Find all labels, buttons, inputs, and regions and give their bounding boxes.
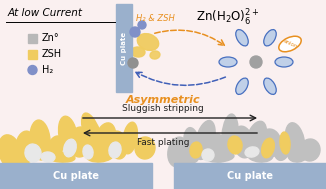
Bar xyxy=(28,33,37,43)
Ellipse shape xyxy=(236,78,248,94)
Circle shape xyxy=(250,56,262,68)
Ellipse shape xyxy=(69,127,91,157)
Ellipse shape xyxy=(83,145,93,159)
Text: Fast plating: Fast plating xyxy=(137,138,189,147)
Ellipse shape xyxy=(45,152,75,162)
Ellipse shape xyxy=(264,78,276,94)
Ellipse shape xyxy=(228,136,242,154)
Text: Zn°: Zn° xyxy=(42,33,60,43)
Circle shape xyxy=(128,58,138,68)
Ellipse shape xyxy=(168,137,188,167)
Ellipse shape xyxy=(109,142,121,158)
Ellipse shape xyxy=(247,148,273,162)
Ellipse shape xyxy=(0,135,22,169)
Ellipse shape xyxy=(137,34,159,50)
Text: Cu plate: Cu plate xyxy=(53,171,99,181)
Text: Cu plate: Cu plate xyxy=(227,171,273,181)
Ellipse shape xyxy=(233,126,253,158)
Text: Asymmetric: Asymmetric xyxy=(126,95,200,105)
Ellipse shape xyxy=(206,152,234,162)
Circle shape xyxy=(28,66,37,74)
Ellipse shape xyxy=(264,29,276,46)
Text: Sluggish stripping: Sluggish stripping xyxy=(122,104,204,113)
Bar xyxy=(116,4,132,92)
Ellipse shape xyxy=(245,121,266,155)
Ellipse shape xyxy=(219,57,237,67)
Ellipse shape xyxy=(30,120,50,160)
Ellipse shape xyxy=(207,134,229,162)
Ellipse shape xyxy=(82,113,102,153)
Ellipse shape xyxy=(94,123,116,157)
Ellipse shape xyxy=(259,129,281,157)
Ellipse shape xyxy=(184,128,200,162)
Text: H₂: H₂ xyxy=(42,65,53,75)
Circle shape xyxy=(138,21,146,29)
Text: Cu plate: Cu plate xyxy=(121,31,127,65)
Ellipse shape xyxy=(135,137,155,159)
Ellipse shape xyxy=(300,139,320,161)
Ellipse shape xyxy=(86,148,114,162)
Ellipse shape xyxy=(288,148,308,162)
Ellipse shape xyxy=(202,149,214,161)
Ellipse shape xyxy=(195,121,215,160)
Text: $\mathrm{Zn(H_2O)_6^{2+}}$: $\mathrm{Zn(H_2O)_6^{2+}}$ xyxy=(196,8,259,28)
Ellipse shape xyxy=(245,147,259,157)
Ellipse shape xyxy=(175,152,197,164)
Ellipse shape xyxy=(280,132,290,154)
Circle shape xyxy=(130,27,140,37)
Ellipse shape xyxy=(286,123,304,157)
Text: At low Current: At low Current xyxy=(8,8,83,18)
Ellipse shape xyxy=(7,152,33,164)
Ellipse shape xyxy=(262,138,274,158)
Ellipse shape xyxy=(190,142,202,158)
Bar xyxy=(0,163,152,189)
Bar xyxy=(28,50,37,59)
Bar xyxy=(174,163,326,189)
Ellipse shape xyxy=(16,131,34,159)
Text: H₂ & ZSH: H₂ & ZSH xyxy=(136,14,175,23)
Ellipse shape xyxy=(131,47,145,57)
Ellipse shape xyxy=(59,116,78,154)
Ellipse shape xyxy=(275,57,293,67)
Ellipse shape xyxy=(64,139,76,157)
Ellipse shape xyxy=(123,122,138,154)
Ellipse shape xyxy=(222,114,238,156)
Ellipse shape xyxy=(236,29,248,46)
Ellipse shape xyxy=(109,131,127,159)
Ellipse shape xyxy=(150,51,160,59)
Text: ZSH: ZSH xyxy=(42,49,62,59)
Ellipse shape xyxy=(25,144,41,162)
Ellipse shape xyxy=(41,152,55,162)
Text: anion: anion xyxy=(282,39,298,50)
Ellipse shape xyxy=(47,136,63,160)
Ellipse shape xyxy=(279,36,301,52)
Ellipse shape xyxy=(274,136,290,160)
